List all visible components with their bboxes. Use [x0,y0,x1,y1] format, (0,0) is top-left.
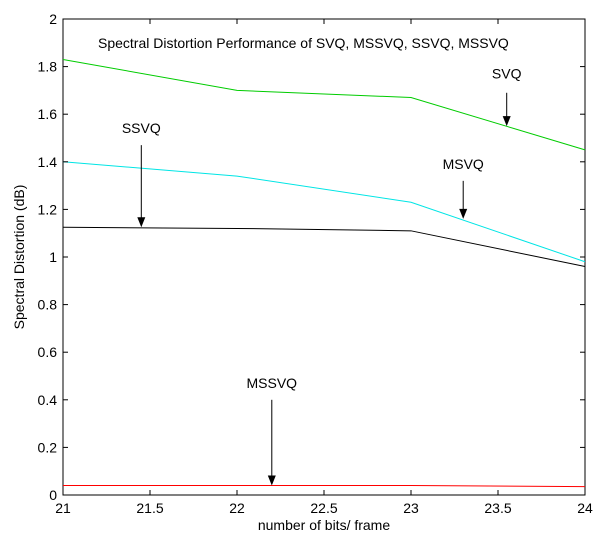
annotation-label-svq: SVQ [492,66,522,82]
y-tick-label: 1 [49,249,57,265]
x-tick-label: 21.5 [136,500,163,516]
y-tick-label: 1.2 [38,201,58,217]
annotation-arrowhead-mssvq [267,475,276,486]
x-tick-label: 22.5 [310,500,337,516]
series-line-ssvq [62,226,586,268]
x-axis: 21 21.5 22 22.5 23 23.5 24 [55,19,593,516]
x-tick-label: 24 [577,500,593,516]
annotation-label-msvq: MSVQ [443,156,484,172]
x-tick-label: 21 [55,500,71,516]
annotation-arrowhead-ssvq [137,217,146,228]
annotation-arrowhead-svq [502,116,511,127]
y-tick-label: 1.8 [38,59,58,75]
y-tick-label: 0.2 [38,439,58,455]
y-tick-label: 0 [49,487,57,503]
x-tick-label: 22 [229,500,245,516]
y-tick-label: 1.6 [38,106,58,122]
annotation-arrowhead-msvq [459,208,468,219]
y-axis-label: Spectral Distortion (dB) [11,185,27,330]
x-axis-label: number of bits/ frame [258,517,390,533]
series-line-msvq [62,161,586,263]
series-line-mssvq [63,484,586,488]
y-tick-label: 1.4 [38,154,58,170]
plot-frame [62,18,586,496]
y-tick-label: 0.4 [38,392,58,408]
chart-title: Spectral Distortion Performance of SVQ, … [98,35,509,51]
annotation-label-mssvq: MSSVQ [247,375,298,391]
x-tick-label: 23.5 [484,500,511,516]
y-tick-label: 2 [49,11,57,27]
series-layer [62,58,586,488]
annotation-label-ssvq: SSVQ [122,120,161,136]
y-tick-label: 0.8 [38,297,58,313]
y-axis: 0 0.2 0.4 0.6 0.8 1 1.2 1.4 1.6 1.8 2 [38,11,585,503]
y-tick-label: 0.6 [38,344,58,360]
series-line-svq [62,58,586,151]
x-tick-label: 23 [403,500,419,516]
annotation-layer: SVQ SSVQ MSVQ MSSVQ [122,66,522,486]
